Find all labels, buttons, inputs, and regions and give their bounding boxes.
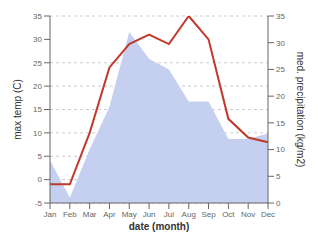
svg-text:5: 5 — [38, 152, 43, 161]
svg-text:Jul: Jul — [164, 210, 174, 219]
svg-text:25: 25 — [33, 59, 42, 68]
svg-text:25: 25 — [276, 65, 285, 74]
svg-text:10: 10 — [33, 129, 42, 138]
svg-text:0: 0 — [276, 199, 281, 208]
svg-text:Apr: Apr — [103, 210, 116, 219]
svg-text:date (month): date (month) — [129, 221, 190, 232]
svg-text:0: 0 — [38, 175, 43, 184]
svg-text:5: 5 — [276, 172, 281, 181]
svg-text:Dec: Dec — [261, 210, 275, 219]
svg-text:20: 20 — [33, 82, 42, 91]
svg-text:Feb: Feb — [63, 210, 77, 219]
svg-text:30: 30 — [276, 39, 285, 48]
svg-text:Sep: Sep — [201, 210, 216, 219]
svg-text:30: 30 — [33, 35, 42, 44]
svg-text:Nov: Nov — [241, 210, 255, 219]
svg-text:max temp (C): max temp (C) — [12, 79, 23, 140]
svg-text:20: 20 — [276, 92, 285, 101]
svg-text:Oct: Oct — [222, 210, 235, 219]
svg-text:Aug: Aug — [182, 210, 196, 219]
svg-text:15: 15 — [276, 119, 285, 128]
svg-text:May: May — [122, 210, 137, 219]
svg-text:Jun: Jun — [143, 210, 156, 219]
svg-text:Mar: Mar — [83, 210, 97, 219]
svg-text:Jan: Jan — [44, 210, 57, 219]
svg-text:med. precipitation (kg/m2): med. precipitation (kg/m2) — [295, 52, 306, 168]
svg-text:-5: -5 — [35, 199, 43, 208]
svg-text:35: 35 — [33, 12, 42, 21]
svg-text:35: 35 — [276, 12, 285, 21]
svg-text:15: 15 — [33, 105, 42, 114]
svg-text:10: 10 — [276, 145, 285, 154]
